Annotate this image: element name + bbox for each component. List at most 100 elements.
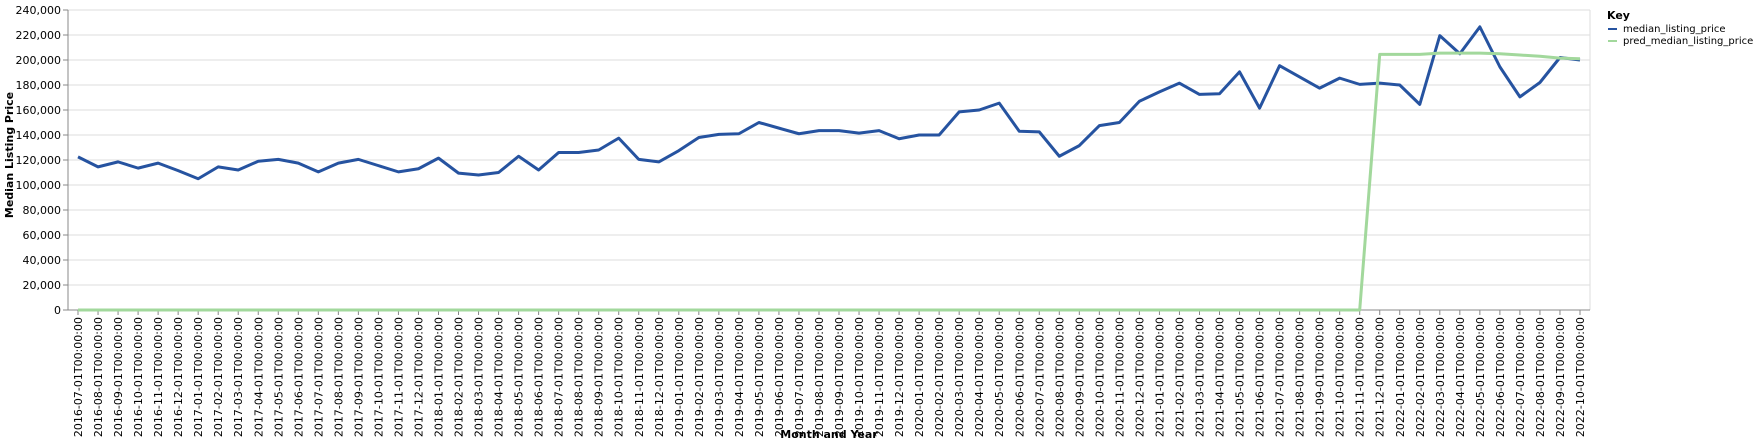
y-tick-label: 120,000 bbox=[16, 154, 62, 167]
x-tick-label: 2016-12-01T00:00:00 bbox=[172, 317, 185, 437]
x-tick-label: 2018-08-01T00:00:00 bbox=[573, 317, 586, 437]
x-tick-label: 2017-05-01T00:00:00 bbox=[272, 317, 285, 437]
x-tick-label: 2017-07-01T00:00:00 bbox=[312, 317, 325, 437]
x-tick-label: 2017-11-01T00:00:00 bbox=[392, 317, 405, 437]
series-line-pred_median_listing_price bbox=[78, 51, 1581, 312]
x-tick-label: 2019-03-01T00:00:00 bbox=[713, 317, 726, 437]
x-tick-label: 2019-09-01T00:00:00 bbox=[833, 317, 846, 437]
x-tick-label: 2018-09-01T00:00:00 bbox=[593, 317, 606, 437]
x-tick-label: 2019-05-01T00:00:00 bbox=[753, 317, 766, 437]
x-tick-label: 2022-09-01T00:00:00 bbox=[1554, 317, 1567, 437]
x-tick-label: 2017-10-01T00:00:00 bbox=[372, 317, 385, 437]
x-tick-label: 2017-02-01T00:00:00 bbox=[212, 317, 225, 437]
x-tick-label: 2016-11-01T00:00:00 bbox=[152, 317, 165, 437]
x-tick-label: 2021-05-01T00:00:00 bbox=[1234, 317, 1247, 437]
x-tick-label: 2020-07-01T00:00:00 bbox=[1033, 317, 1046, 437]
y-tick-label: 220,000 bbox=[16, 29, 62, 42]
x-tick-label: 2017-12-01T00:00:00 bbox=[412, 317, 425, 437]
x-tick-label: 2019-11-01T00:00:00 bbox=[873, 317, 886, 437]
y-tick-label: 240,000 bbox=[16, 4, 62, 17]
x-tick-label: 2022-10-01T00:00:00 bbox=[1574, 317, 1587, 437]
y-axis-title: Median Listing Price bbox=[3, 92, 16, 218]
x-tick-label: 2017-03-01T00:00:00 bbox=[232, 317, 245, 437]
y-tick-label: 20,000 bbox=[23, 279, 62, 292]
x-tick-label: 2021-11-01T00:00:00 bbox=[1354, 317, 1367, 437]
x-tick-label: 2022-08-01T00:00:00 bbox=[1534, 317, 1547, 437]
x-tick-label: 2022-07-01T00:00:00 bbox=[1514, 317, 1527, 437]
x-tick-label: 2022-01-01T00:00:00 bbox=[1394, 317, 1407, 437]
x-tick-label: 2018-07-01T00:00:00 bbox=[553, 317, 566, 437]
x-tick-label: 2020-12-01T00:00:00 bbox=[1133, 317, 1146, 437]
x-tick-label: 2021-10-01T00:00:00 bbox=[1334, 317, 1347, 437]
x-tick-label: 2019-01-01T00:00:00 bbox=[673, 317, 686, 437]
y-tick-label: 160,000 bbox=[16, 104, 62, 117]
x-tick-label: 2018-04-01T00:00:00 bbox=[493, 317, 506, 437]
x-tick-label: 2021-06-01T00:00:00 bbox=[1254, 317, 1267, 437]
x-tick-label: 2018-10-01T00:00:00 bbox=[613, 317, 626, 437]
x-tick-label: 2018-11-01T00:00:00 bbox=[633, 317, 646, 437]
x-tick-label: 2020-02-01T00:00:00 bbox=[933, 317, 946, 437]
x-tick-label: 2017-08-01T00:00:00 bbox=[332, 317, 345, 437]
series-lines bbox=[77, 25, 1581, 312]
x-tick-label: 2020-09-01T00:00:00 bbox=[1073, 317, 1086, 437]
legend: Key median_listing_pricepred_median_list… bbox=[1607, 9, 1753, 47]
x-tick-label: 2019-04-01T00:00:00 bbox=[733, 317, 746, 437]
x-tick-label: 2018-03-01T00:00:00 bbox=[473, 317, 486, 437]
x-tick-label: 2016-10-01T00:00:00 bbox=[132, 317, 145, 437]
x-tick-label: 2020-11-01T00:00:00 bbox=[1113, 317, 1126, 437]
x-tick-label: 2022-02-01T00:00:00 bbox=[1414, 317, 1427, 437]
x-tick-label: 2022-05-01T00:00:00 bbox=[1474, 317, 1487, 437]
x-tick-label: 2020-06-01T00:00:00 bbox=[1013, 317, 1026, 437]
x-tick-label: 2018-02-01T00:00:00 bbox=[453, 317, 466, 437]
x-tick-label: 2017-09-01T00:00:00 bbox=[352, 317, 365, 437]
legend-label: median_listing_price bbox=[1623, 24, 1726, 35]
x-tick-label: 2018-05-01T00:00:00 bbox=[513, 317, 526, 437]
x-tick-label: 2018-12-01T00:00:00 bbox=[653, 317, 666, 437]
legend-label: pred_median_listing_price bbox=[1623, 36, 1753, 47]
y-tick-label: 100,000 bbox=[16, 179, 62, 192]
x-tick-label: 2020-04-01T00:00:00 bbox=[973, 317, 986, 437]
x-axis: 2016-07-01T00:00:00 2016-08-01T00:00:00 20… bbox=[68, 309, 1590, 437]
x-tick-label: 2021-02-01T00:00:00 bbox=[1173, 317, 1186, 437]
x-tick-label: 2020-01-01T00:00:00 bbox=[913, 317, 926, 437]
x-tick-label: 2017-06-01T00:00:00 bbox=[292, 317, 305, 437]
x-tick-label: 2020-10-01T00:00:00 bbox=[1093, 317, 1106, 437]
x-tick-label: 2020-03-01T00:00:00 bbox=[953, 317, 966, 437]
x-tick-label: 2021-08-01T00:00:00 bbox=[1294, 317, 1307, 437]
x-tick-label: 2022-03-01T00:00:00 bbox=[1434, 317, 1447, 437]
x-tick-label: 2018-01-01T00:00:00 bbox=[432, 317, 445, 437]
x-tick-label: 2017-01-01T00:00:00 bbox=[192, 317, 205, 437]
x-tick-label: 2018-06-01T00:00:00 bbox=[533, 317, 546, 437]
x-tick-label: 2019-02-01T00:00:00 bbox=[693, 317, 706, 437]
x-tick-label: 2021-01-01T00:00:00 bbox=[1153, 317, 1166, 437]
x-tick-label: 2019-12-01T00:00:00 bbox=[893, 317, 906, 437]
y-axis: 0 20,000 40,000 60,000 80,000 100,000 120,000 1… bbox=[16, 4, 69, 317]
y-tick-label: 40,000 bbox=[23, 254, 62, 267]
x-tick-label: 2021-03-01T00:00:00 bbox=[1193, 317, 1206, 437]
y-tick-label: 80,000 bbox=[23, 204, 62, 217]
y-tick-label: 60,000 bbox=[23, 229, 62, 242]
x-tick-label: 2016-07-01T00:00:00 bbox=[72, 317, 85, 437]
y-tick-label: 0 bbox=[54, 304, 61, 317]
x-tick-label: 2017-04-01T00:00:00 bbox=[252, 317, 265, 437]
x-tick-label: 2022-06-01T00:00:00 bbox=[1494, 317, 1507, 437]
x-tick-label: 2019-06-01T00:00:00 bbox=[773, 317, 786, 437]
x-tick-label: 2019-08-01T00:00:00 bbox=[813, 317, 826, 437]
x-tick-label: 2019-10-01T00:00:00 bbox=[853, 317, 866, 437]
x-tick-label: 2016-08-01T00:00:00 bbox=[92, 317, 105, 437]
grid-lines bbox=[68, 9, 1591, 311]
x-tick-label: 2019-07-01T00:00:00 bbox=[793, 317, 806, 437]
legend-title: Key bbox=[1607, 9, 1630, 22]
x-tick-label: 2020-08-01T00:00:00 bbox=[1053, 317, 1066, 437]
x-tick-label: 2016-09-01T00:00:00 bbox=[112, 317, 125, 437]
series-line-median_listing_price bbox=[77, 25, 1581, 181]
x-tick-label: 2021-09-01T00:00:00 bbox=[1314, 317, 1327, 437]
y-tick-label: 180,000 bbox=[16, 79, 62, 92]
x-tick-label: 2020-05-01T00:00:00 bbox=[993, 317, 1006, 437]
x-tick-label: 2021-07-01T00:00:00 bbox=[1274, 317, 1287, 437]
y-tick-label: 140,000 bbox=[16, 129, 62, 142]
y-tick-label: 200,000 bbox=[16, 54, 62, 67]
x-tick-label: 2021-04-01T00:00:00 bbox=[1214, 317, 1227, 437]
x-axis-title: Month and Year bbox=[780, 428, 878, 441]
